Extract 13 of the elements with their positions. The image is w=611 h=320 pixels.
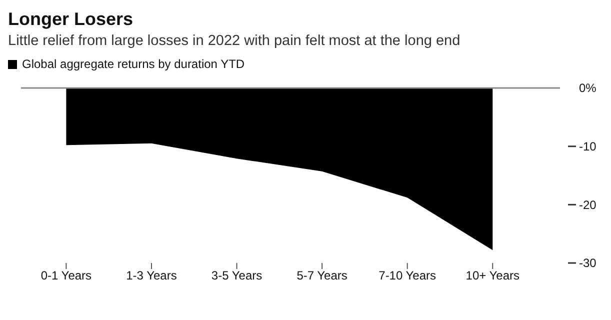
x-tick-label: 0-1 Years (40, 268, 92, 283)
y-tick-label: -30 (579, 256, 597, 270)
x-tick-label: 3-5 Years (211, 268, 262, 283)
y-tick-label: -20 (579, 198, 597, 212)
x-tick-label: 5-7 Years (296, 268, 348, 283)
y-tick-label: 0% (579, 81, 597, 96)
chart-title: Longer Losers (8, 8, 134, 30)
x-tick-label: 1-3 Years (126, 268, 177, 283)
x-tick-label: 7-10 Years (378, 268, 436, 283)
x-tick-label: 10+ Years (466, 268, 520, 283)
legend-label: Global aggregate returns by duration YTD (22, 57, 245, 71)
y-tick-label: -10 (579, 140, 597, 154)
chart-subtitle: Little relief from large losses in 2022 with pain felt most at the long end (8, 33, 462, 49)
